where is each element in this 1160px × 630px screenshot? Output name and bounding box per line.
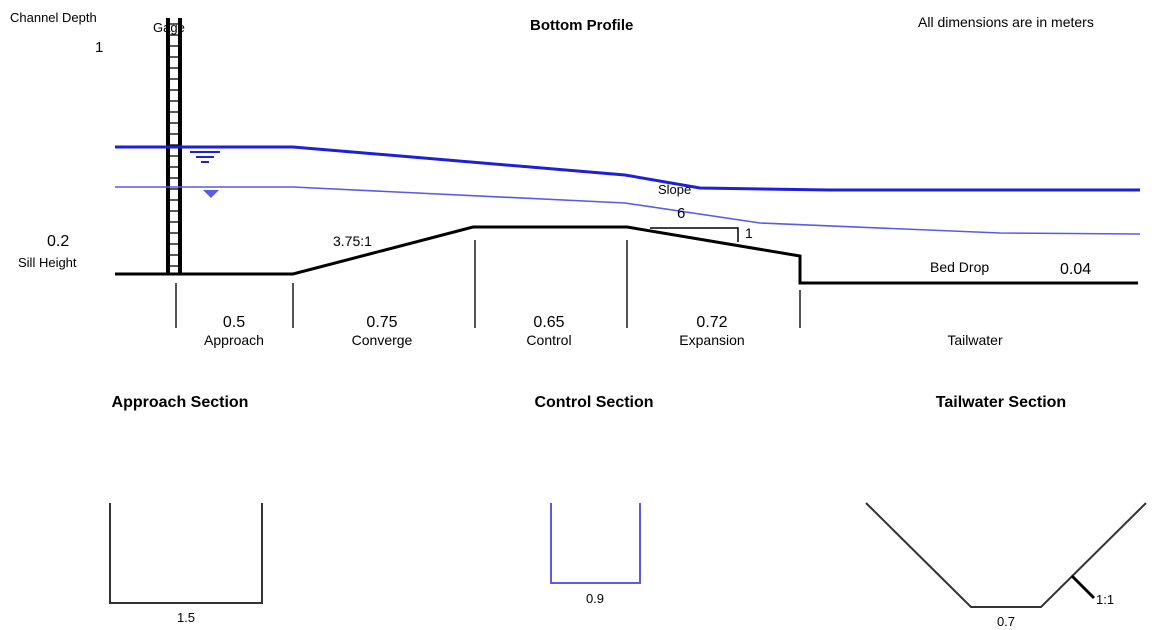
segment-name-converge: Converge — [352, 332, 413, 348]
approach-section-width: 1.5 — [177, 610, 195, 625]
converge-ratio: 3.75:1 — [333, 233, 372, 249]
slope-run: 6 — [677, 205, 685, 222]
sill-height-value: 0.2 — [47, 233, 69, 250]
bed-drop-label: Bed Drop — [930, 259, 989, 275]
units-note: All dimensions are in meters — [918, 14, 1094, 30]
tailwater-section-shape — [865, 502, 1147, 608]
lower-water-surface — [115, 186, 1141, 235]
slope-rise: 1 — [745, 225, 753, 241]
channel-depth-value: 1 — [95, 39, 103, 56]
approach-section-shape — [109, 503, 263, 604]
segment-value-converge: 0.75 — [366, 314, 397, 331]
segment-value-approach: 0.5 — [223, 314, 245, 331]
upper-water-level-icon — [190, 151, 220, 163]
channel-depth-label: Channel Depth — [10, 10, 97, 25]
slope-label: Slope — [658, 182, 691, 197]
control-section-width: 0.9 — [586, 591, 604, 606]
segment-value-expansion: 0.72 — [696, 314, 727, 331]
diagram-title: Bottom Profile — [530, 17, 633, 34]
tailwater-section-title: Tailwater Section — [936, 394, 1066, 411]
approach-section-title: Approach Section — [112, 394, 249, 411]
tailwater-side-slope: 1:1 — [1096, 592, 1114, 607]
segment-name-control: Control — [526, 332, 571, 348]
segment-value-control: 0.65 — [533, 314, 564, 331]
segment-name-tailwater: Tailwater — [947, 332, 1003, 348]
control-section-title: Control Section — [534, 394, 653, 411]
sill-height-label: Sill Height — [18, 255, 77, 270]
slope-triangle — [650, 227, 739, 242]
control-section-shape — [550, 503, 641, 584]
side-slope-marker — [1070, 574, 1096, 600]
tailwater-section-width: 0.7 — [997, 614, 1015, 629]
bed-drop-value: 0.04 — [1060, 261, 1091, 278]
segment-name-approach: Approach — [204, 332, 264, 348]
segment-name-expansion: Expansion — [679, 332, 744, 348]
segment-dividers — [175, 240, 801, 328]
lower-water-level-icon — [203, 190, 219, 198]
bed-profile — [115, 225, 1138, 285]
upper-water-surface — [115, 145, 1140, 192]
